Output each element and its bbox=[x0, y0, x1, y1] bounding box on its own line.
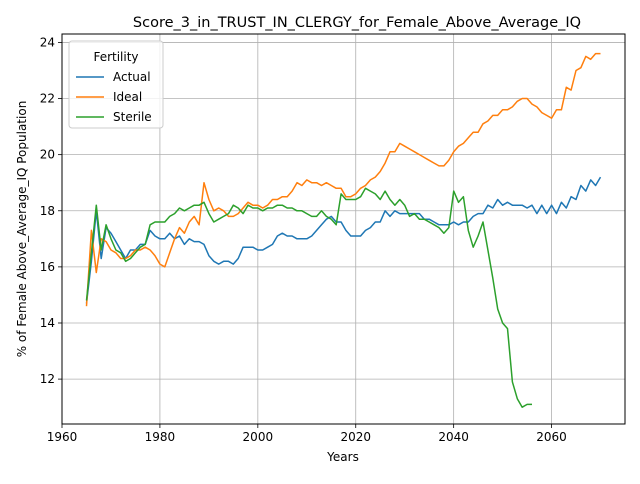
legend-label-actual: Actual bbox=[113, 70, 151, 84]
series-lines bbox=[85, 52, 602, 408]
y-tick-label: 12 bbox=[40, 372, 55, 386]
y-axis-label: % of Female Above_Average_IQ Population bbox=[15, 101, 29, 358]
x-tick-label: 1980 bbox=[145, 430, 176, 444]
y-tick-label: 24 bbox=[40, 35, 55, 49]
series-line-actual bbox=[85, 176, 602, 304]
y-tick-label: 16 bbox=[40, 260, 55, 274]
y-tick-label: 20 bbox=[40, 148, 55, 162]
chart-title: Score_3_in_TRUST_IN_CLERGY_for_Female_Ab… bbox=[133, 15, 581, 31]
y-tick-label: 14 bbox=[40, 316, 55, 330]
grid-lines bbox=[61, 34, 625, 424]
y-tick-label: 22 bbox=[40, 92, 55, 106]
legend: Fertility Actual Ideal Sterile bbox=[68, 40, 164, 129]
x-axis-label: Years bbox=[326, 450, 359, 464]
x-axis-ticks: 1960 1980 2000 2020 2040 2060 bbox=[47, 424, 567, 444]
y-tick-label: 18 bbox=[40, 204, 55, 218]
x-tick-label: 2040 bbox=[438, 430, 469, 444]
series-line-sterile bbox=[85, 187, 532, 408]
legend-title: Fertility bbox=[93, 50, 138, 64]
x-tick-label: 2000 bbox=[243, 430, 274, 444]
series-line-ideal bbox=[85, 52, 601, 307]
y-axis-ticks: 12 14 16 18 20 22 24 bbox=[40, 35, 62, 386]
legend-label-ideal: Ideal bbox=[113, 90, 142, 104]
legend-entries: Actual Ideal Sterile bbox=[76, 70, 152, 124]
x-tick-label: 2020 bbox=[340, 430, 371, 444]
legend-box bbox=[68, 40, 164, 129]
legend-label-sterile: Sterile bbox=[113, 110, 152, 124]
x-tick-label: 1960 bbox=[47, 430, 78, 444]
x-tick-label: 2060 bbox=[536, 430, 567, 444]
plot-frame bbox=[61, 33, 626, 425]
